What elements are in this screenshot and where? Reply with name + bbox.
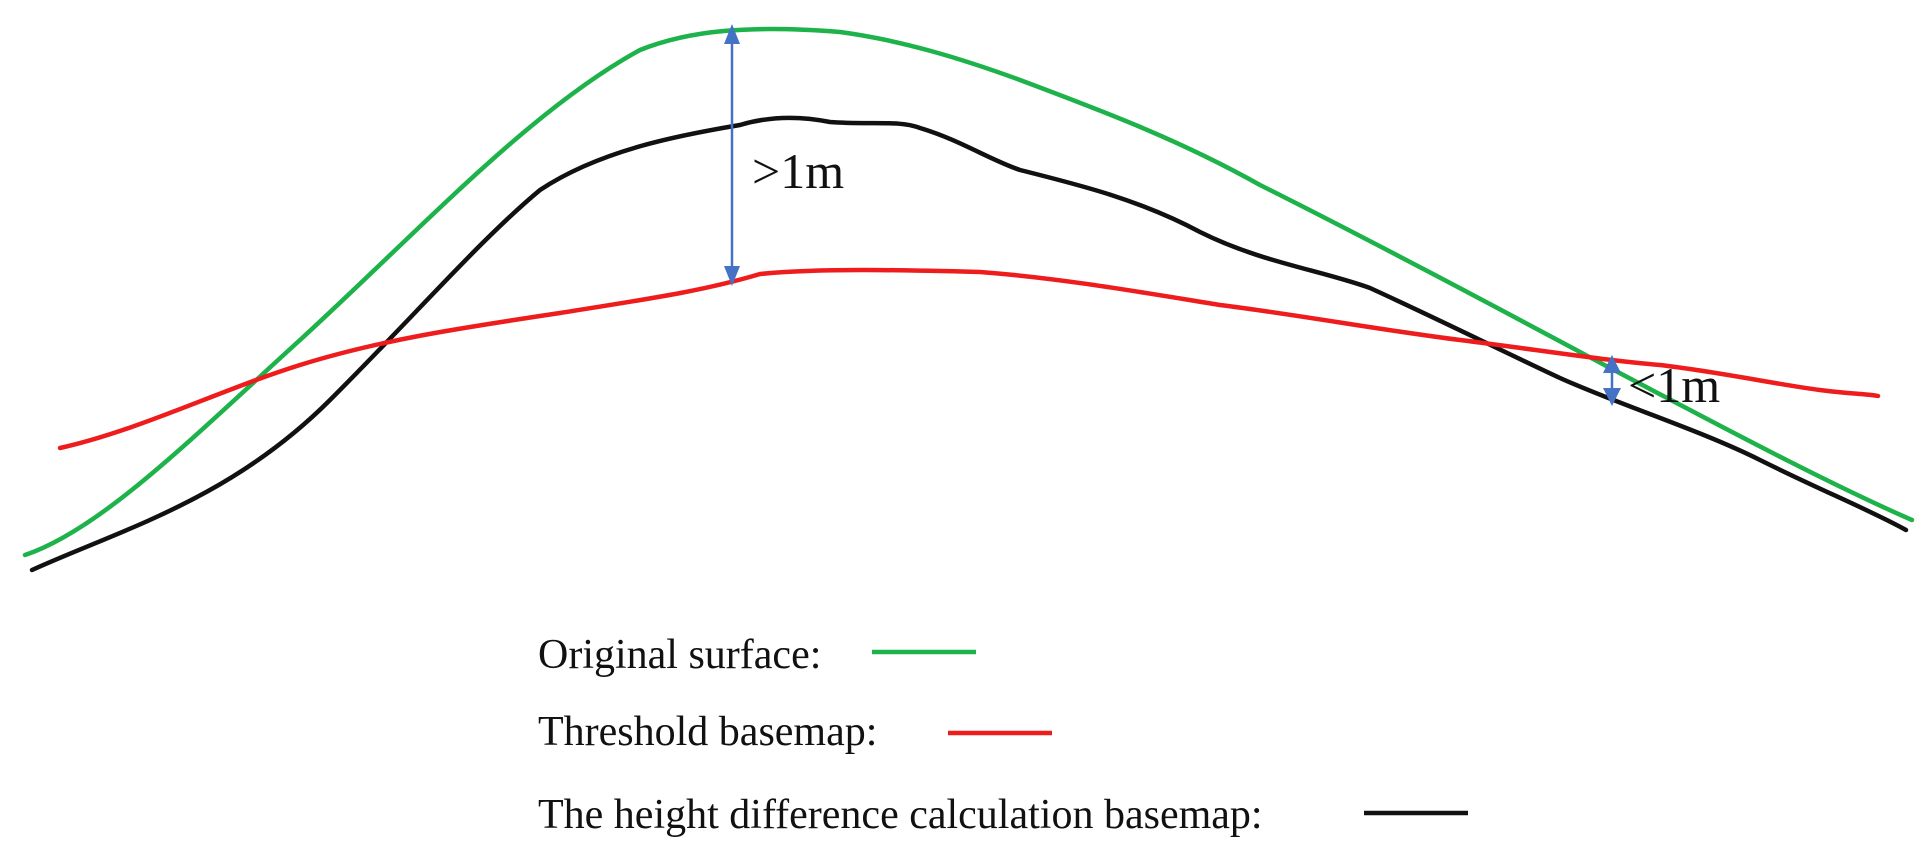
small-difference-label: <1m bbox=[1628, 357, 1720, 413]
large-difference-label: >1m bbox=[752, 143, 844, 199]
legend-label-height-difference-basemap: The height difference calculation basema… bbox=[538, 792, 1263, 838]
legend: Original surface: Threshold basemap: The… bbox=[538, 632, 1468, 838]
legend-label-threshold-basemap: Threshold basemap: bbox=[538, 709, 877, 755]
legend-item-height-difference-basemap: The height difference calculation basema… bbox=[538, 792, 1468, 838]
legend-item-original-surface: Original surface: bbox=[538, 632, 976, 678]
small-arrow-head-down-icon bbox=[1603, 388, 1621, 406]
large-difference-arrow bbox=[724, 24, 740, 286]
arrow-head-down-icon bbox=[724, 266, 740, 286]
legend-label-original-surface: Original surface: bbox=[538, 632, 821, 678]
original-surface-curve bbox=[22, 26, 1915, 558]
threshold-basemap-curve bbox=[57, 267, 1881, 451]
small-arrow-head-up-icon bbox=[1603, 355, 1621, 373]
arrow-head-up-icon bbox=[724, 24, 740, 44]
height-difference-basemap-curve bbox=[29, 115, 1909, 573]
legend-item-threshold-basemap: Threshold basemap: bbox=[538, 709, 1052, 755]
small-difference-arrow bbox=[1603, 355, 1621, 406]
